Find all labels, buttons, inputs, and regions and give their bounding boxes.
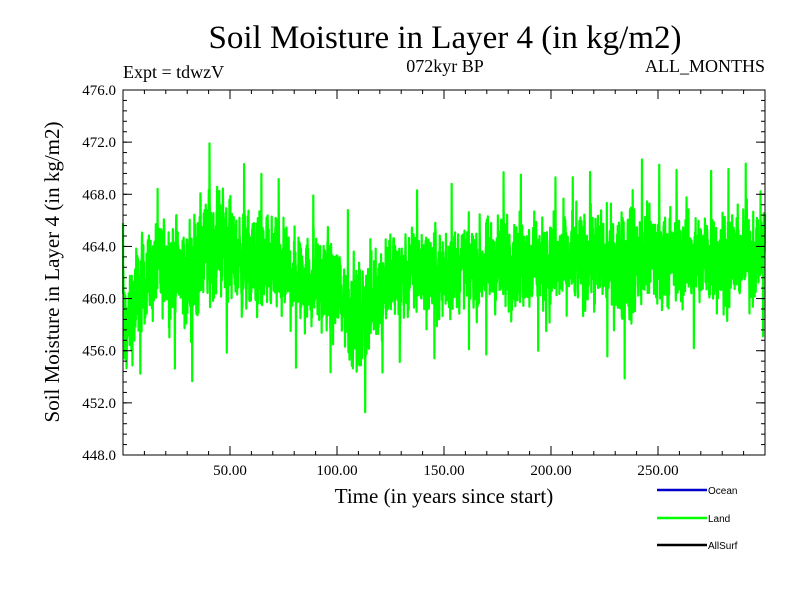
y-tick-label: 476.0 <box>82 83 116 99</box>
months-label: ALL_MONTHS <box>645 56 765 76</box>
y-tick-label: 460.0 <box>82 292 116 308</box>
legend: Ocean Land AllSurf <box>657 486 738 552</box>
legend-label-allsurf: AllSurf <box>708 541 738 552</box>
y-tick-label: 468.0 <box>82 187 116 203</box>
x-tick-label: 100.00 <box>316 463 357 479</box>
y-tick-label: 448.0 <box>82 448 116 464</box>
y-tick-label: 472.0 <box>82 135 116 151</box>
series-line-land <box>121 142 767 414</box>
x-tick-label: 50.00 <box>213 463 247 479</box>
y-tick-label: 452.0 <box>82 396 116 412</box>
y-tick-label: 464.0 <box>82 239 116 255</box>
x-tick-label: 150.00 <box>423 463 464 479</box>
x-axis: 50.00 100.00 150.00 200.00 250.00 <box>143 90 745 479</box>
legend-label-ocean: Ocean <box>708 486 737 497</box>
x-axis-label: Time (in years since start) <box>335 484 554 508</box>
y-axis-label: Soil Moisture in Layer 4 (in kg/m2) <box>40 122 64 423</box>
experiment-label: Expt = tdwzV <box>123 62 224 82</box>
period-label: 072kyr BP <box>406 56 484 76</box>
chart-title: Soil Moisture in Layer 4 (in kg/m2) <box>209 20 682 56</box>
y-tick-label: 456.0 <box>82 344 116 360</box>
x-tick-label: 200.00 <box>530 463 571 479</box>
y-axis: 448.0 452.0 456.0 460.0 464.0 468.0 472.0 476.0 <box>82 83 765 464</box>
plot-area <box>121 142 767 414</box>
legend-label-land: Land <box>708 514 730 525</box>
x-tick-label: 250.00 <box>637 463 678 479</box>
